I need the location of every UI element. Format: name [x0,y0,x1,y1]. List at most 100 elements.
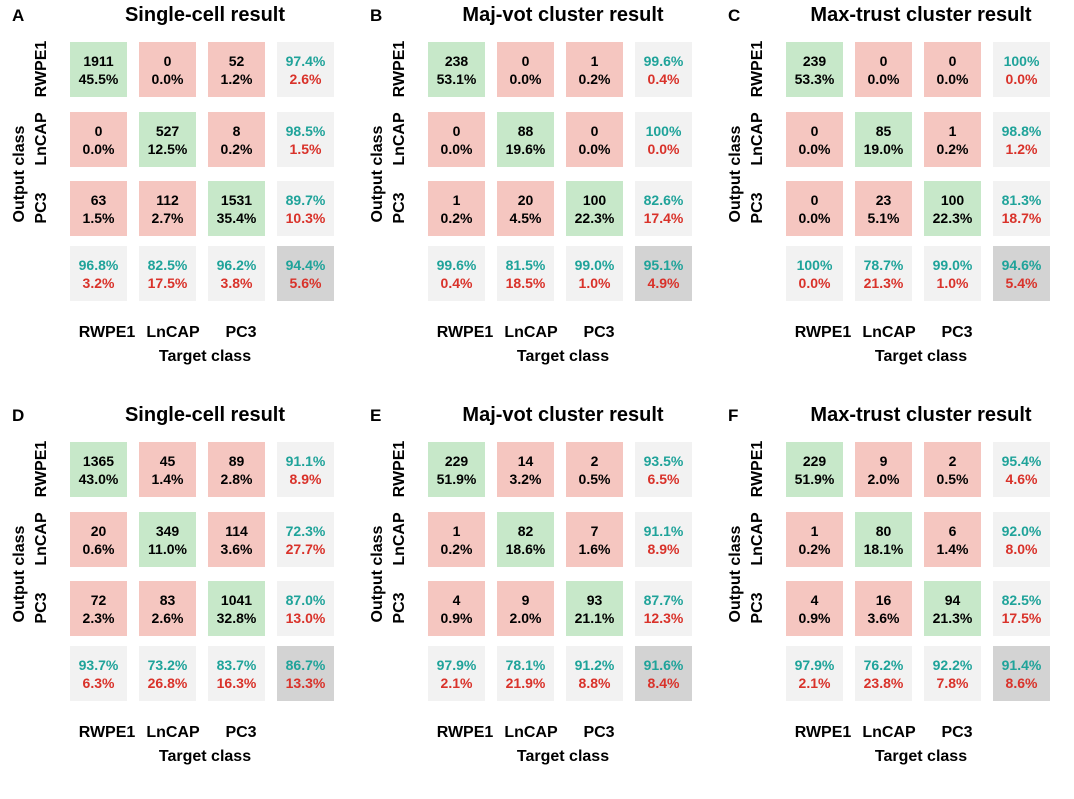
row-stat-cell-r2-percent: 10.3% [285,209,326,226]
matrix-cell-r0c0-percent: 53.3% [794,70,835,87]
col-stat-cell-c2: 83.7% 16.3% [208,646,265,701]
matrix-cell-r0c1-percent: 1.4% [151,470,184,487]
col-label-lncap: LnCAP [862,724,916,741]
x-axis-label: Target class [516,748,610,765]
col-stat-cell-c0-value: 97.9% [794,656,835,673]
col-label-rwpe1: RWPE1 [794,324,852,341]
matrix-cell-r0c0-percent: 45.5% [78,70,119,87]
panel-title: Maj-vot cluster result [462,4,664,26]
row-stat-cell-r1-value: 92.0% [1001,522,1042,539]
matrix-cell-r2c2-value: 100 [582,191,607,208]
col-stat-cell-c2-value: 83.7% [216,656,257,673]
matrix-cell-r1c2-percent: 1.4% [936,540,969,557]
matrix-cell-r0c2-value: 89 [228,452,245,469]
row-stat-cell-r2: 89.7% 10.3% [277,181,334,236]
matrix-cell-r0c0-percent: 51.9% [436,470,477,487]
row-stat-cell-r2: 82.5% 17.5% [993,581,1050,636]
matrix-cell-r1c2-value: 6 [948,522,957,539]
col-stat-cell-c2-value: 91.2% [574,656,615,673]
y-axis-label: Output class [727,125,744,223]
matrix-cell-r1c1-value: 527 [155,122,180,139]
panel-letter: C [728,6,741,25]
row-stat-cell-r1-percent: 0.0% [647,140,680,157]
matrix-cell-r1c2-percent: 0.2% [220,140,253,157]
matrix-cell-r1c0-value: 1 [452,522,461,539]
panel-d: D Single-cell result Output class Target cl… [0,400,358,799]
matrix-cell-r0c2-percent: 0.2% [578,70,611,87]
matrix-cell-r2c0-value: 63 [90,191,107,208]
row-stat-cell-r1-value: 100% [645,122,682,139]
matrix-cell-r1c0-value: 0 [452,122,461,139]
matrix-cell-r0c1: 0 0.0% [855,42,912,97]
matrix-cell-r1c0: 0 0.0% [786,112,843,167]
matrix-cell-r2c2-percent: 22.3% [574,209,615,226]
matrix-cell-r2c2-value: 94 [944,591,961,608]
row-stat-cell-r2-value: 82.6% [643,191,684,208]
matrix-cell-r0c1-value: 9 [879,452,888,469]
row-stat-cell-r2-percent: 17.4% [643,209,684,226]
matrix-cell-r2c1-percent: 5.1% [867,209,900,226]
matrix-cell-r1c1: 82 18.6% [497,512,554,567]
matrix-cell-r2c0: 4 0.9% [428,581,485,636]
col-label-rwpe1: RWPE1 [436,324,494,341]
matrix-cell-r2c0: 63 1.5% [70,181,127,236]
matrix-cell-r2c2-value: 93 [586,591,603,608]
matrix-cell-r1c2-value: 1 [948,122,957,139]
row-stat-cell-r1-percent: 27.7% [285,540,326,557]
matrix-cell-r2c2: 93 21.1% [566,581,623,636]
x-axis-label: Target class [874,348,968,365]
matrix-cell-r0c2-percent: 1.2% [220,70,253,87]
matrix-cell-r0c1-value: 14 [517,452,534,469]
matrix-cell-r1c2-percent: 0.2% [936,140,969,157]
col-stat-cell-c0-percent: 2.1% [440,674,473,691]
col-stat-cell-c0: 96.8% 3.2% [70,246,127,301]
matrix-cell-r1c1: 85 19.0% [855,112,912,167]
col-label-rwpe1: RWPE1 [78,324,136,341]
row-stat-cell-r0-value: 93.5% [643,452,684,469]
row-stat-cell-r1-percent: 1.2% [1005,140,1038,157]
matrix-cell-r0c1: 0 0.0% [139,42,196,97]
matrix-cell-r1c0: 0 0.0% [70,112,127,167]
matrix-cell-r1c1-value: 88 [517,122,534,139]
row-stat-cell-r2: 87.0% 13.0% [277,581,334,636]
x-axis-label: Target class [158,348,252,365]
matrix-cell-r2c0-percent: 2.3% [82,609,115,626]
matrix-cell-r2c1-percent: 2.0% [509,609,542,626]
row-stat-cell-r0-percent: 8.9% [289,470,322,487]
matrix-cell-r0c0-percent: 43.0% [78,470,119,487]
col-stat-cell-c0-percent: 2.1% [798,674,831,691]
matrix-cell-r0c0: 239 53.3% [786,42,843,97]
panel-letter: A [12,6,25,25]
matrix-cell-r0c1-value: 0 [163,52,172,69]
matrix-cell-r0c2: 2 0.5% [924,442,981,497]
row-stat-cell-r1: 98.5% 1.5% [277,112,334,167]
row-stat-cell-r1: 91.1% 8.9% [635,512,692,567]
matrix-cell-r2c1-percent: 2.6% [151,609,184,626]
matrix-cell-r0c1: 9 2.0% [855,442,912,497]
matrix-cell-r1c1-value: 82 [517,522,534,539]
panel-title: Max-trust cluster result [810,4,1032,26]
matrix-cell-r1c2-value: 114 [225,522,248,539]
matrix-cell-r1c0: 1 0.2% [428,512,485,567]
matrix-cell-r2c1: 16 3.6% [855,581,912,636]
matrix-cell-r1c0: 1 0.2% [786,512,843,567]
y-axis-label: Output class [369,125,386,223]
col-stat-cell-c0-percent: 6.3% [82,674,115,691]
matrix-cell-r2c2-percent: 21.1% [574,609,615,626]
row-label-lncap: LnCAP [391,112,408,166]
matrix-cell-r0c1: 45 1.4% [139,442,196,497]
matrix-cell-r1c0-percent: 0.0% [440,140,473,157]
col-stat-cell-c0-percent: 0.0% [798,274,831,291]
col-stat-cell-c2-value: 96.2% [216,256,257,273]
row-stat-cell-r2-percent: 18.7% [1001,209,1042,226]
row-stat-cell-r0: 95.4% 4.6% [993,442,1050,497]
panel-a: A Single-cell result Output class Target cl… [0,0,358,399]
col-stat-cell-c0-value: 93.7% [78,656,119,673]
matrix-cell-r1c2: 7 1.6% [566,512,623,567]
matrix-cell-r0c0-percent: 53.1% [436,70,477,87]
col-stat-cell-c0-value: 96.8% [78,256,119,273]
y-axis-label: Output class [11,525,28,623]
matrix-cell-r0c2-percent: 0.5% [578,470,611,487]
col-label-lncap: LnCAP [146,324,200,341]
matrix-cell-r2c0: 4 0.9% [786,581,843,636]
